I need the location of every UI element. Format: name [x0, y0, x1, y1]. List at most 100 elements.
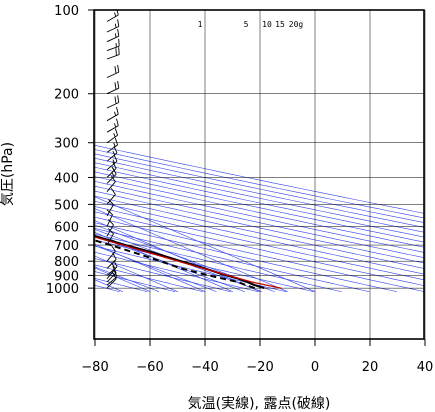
wind-barb-staff — [106, 134, 118, 144]
wind-barb-half-feather — [113, 132, 116, 138]
dry-adiabat — [94, 153, 424, 223]
wind-barb-staff — [106, 224, 114, 237]
wind-barb-feather — [116, 118, 119, 126]
wind-barb — [106, 154, 118, 171]
wind-barb — [106, 19, 120, 33]
wind-barb-feather — [110, 188, 116, 195]
wind-barb-staff — [106, 194, 116, 205]
wind-barb — [106, 209, 113, 227]
isotherm — [94, 255, 178, 292]
wind-barb-half-feather — [114, 12, 117, 17]
wind-barb-staff — [106, 272, 117, 283]
dry-adiabat — [94, 227, 370, 292]
wind-barb-staff — [106, 258, 117, 269]
wind-barb — [106, 118, 119, 133]
x-axis: −80 −60 −40 −20 0 20 40 — [81, 339, 433, 375]
wind-barb-feather — [116, 10, 119, 16]
wind-barb-half-feather — [111, 172, 115, 177]
sounding-series — [94, 234, 281, 290]
dry-adiabat — [94, 185, 424, 258]
wind-barb — [106, 95, 120, 109]
isotherm — [94, 243, 206, 292]
y-tick-label: 1000 — [46, 282, 79, 297]
wind-barb-staff — [106, 276, 118, 286]
wind-barb — [106, 188, 116, 205]
dry-adiabat — [94, 257, 231, 292]
wind-barb-staff — [106, 181, 116, 192]
dry-adiabat — [94, 239, 314, 292]
wind-barb-staff — [106, 125, 119, 133]
wind-barb — [106, 219, 114, 237]
wind-barb-feather — [108, 199, 114, 205]
wind-barb-feather — [114, 96, 117, 104]
dry-adiabat — [94, 176, 424, 248]
y-tick-label: 200 — [54, 88, 79, 103]
mixing-ratio-label: 1 — [198, 20, 203, 29]
wind-barb-feather — [108, 228, 114, 235]
dry-adiabat — [94, 264, 203, 292]
wind-barb-feather — [117, 64, 120, 73]
wind-barb-feather — [114, 137, 119, 146]
grid — [94, 9, 426, 339]
wind-barb-feather — [114, 66, 117, 74]
wind-barb-staff — [106, 278, 117, 289]
y-axis-title: 気圧(hPa) — [0, 142, 16, 206]
wind-barb-staff — [106, 14, 119, 22]
wind-barb-staff — [106, 102, 119, 109]
wind-barb-half-feather — [112, 159, 116, 164]
y-tick-label: 900 — [54, 269, 79, 284]
wind-barb-staff — [106, 204, 114, 217]
wind-barb-staff — [106, 71, 119, 79]
wind-barb — [106, 28, 120, 43]
wind-barb — [106, 128, 119, 144]
wind-barb-staff — [106, 35, 119, 43]
wind-barb-staff — [106, 144, 118, 153]
dry-adiabat — [94, 162, 424, 233]
dry-adiabat — [94, 166, 424, 238]
wind-barb — [106, 228, 114, 246]
wind-barb-feather — [114, 82, 117, 90]
x-tick-label: −60 — [136, 360, 163, 375]
wind-barb-staff — [106, 266, 118, 276]
wind-barb — [106, 137, 119, 153]
dry-adiabat — [94, 251, 259, 292]
wind-barb-half-feather — [113, 142, 116, 147]
plot-frame — [93, 9, 425, 340]
wind-barb-feather — [116, 106, 119, 115]
wind-barb-half-feather — [114, 123, 117, 128]
y-tick-label: 100 — [54, 4, 79, 19]
y-tick-label: 300 — [54, 137, 79, 152]
dry-adiabat — [94, 180, 424, 253]
dry-adiabat — [94, 233, 342, 292]
wind-barb — [106, 244, 116, 262]
wind-barb-staff — [106, 250, 116, 262]
wind-barb-staff — [106, 268, 116, 279]
x-tick-label: 40 — [417, 360, 434, 375]
wind-barb-feather — [117, 80, 120, 89]
wind-barb — [106, 47, 120, 60]
x-tick-label: 0 — [311, 360, 319, 375]
wind-barb — [106, 175, 116, 192]
y-tick-label: 700 — [54, 239, 79, 254]
wind-barb-feather — [110, 175, 116, 182]
wind-barb-staff — [106, 167, 117, 178]
wind-barb-feather — [110, 244, 116, 252]
background-lines — [94, 144, 424, 292]
wind-barb — [106, 38, 120, 52]
wind-barb-feather — [113, 154, 118, 162]
wind-barb-feather — [117, 95, 120, 103]
x-tick-label: 20 — [362, 360, 379, 375]
mixing-ratio-label: 5 — [244, 20, 249, 29]
dry-adiabat — [94, 195, 424, 269]
wind-barb-feather — [106, 209, 113, 215]
mixing-ratio-label: 10 — [262, 20, 272, 29]
dry-adiabat — [94, 171, 424, 243]
wind-barb-feather — [118, 47, 120, 55]
wind-barb-feather — [114, 128, 119, 136]
wind-barb — [106, 64, 120, 79]
wind-barb-staff — [106, 87, 119, 95]
isotherm — [94, 207, 288, 292]
wind-barb — [106, 80, 120, 95]
wind-barb-feather — [108, 219, 114, 226]
y-tick-label: 500 — [54, 198, 79, 213]
